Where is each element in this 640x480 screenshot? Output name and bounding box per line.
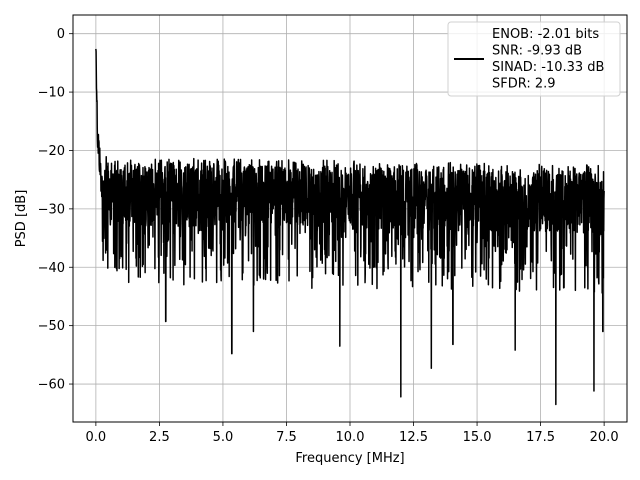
y-tick-label: −30 [38,202,65,217]
y-tick-label: −20 [38,144,65,159]
x-tick-label: 2.5 [149,430,170,445]
x-tick-label: 17.5 [526,430,555,445]
legend-line-text: SNR: -9.93 dB [492,44,582,59]
x-tick-label: 5.0 [213,430,234,445]
x-axis-ticks: 0.0 2.5 5.0 7.5 10.0 12.5 15.0 17.5 20.0 [86,422,619,445]
y-tick-label: 0 [57,27,65,42]
legend-line-text: ENOB: -2.01 bits [492,27,599,42]
x-tick-label: 0.0 [86,430,107,445]
legend-line-text: SINAD: -10.33 dB [492,60,604,75]
legend-line-text: SFDR: 2.9 [492,77,556,92]
legend: ENOB: -2.01 bits SNR: -9.93 dB SINAD: -10.… [447,21,621,97]
plot-area [95,48,605,406]
x-tick-label: 12.5 [399,430,428,445]
x-axis-label: Frequency [MHz] [295,451,404,466]
x-tick-label: 7.5 [276,430,297,445]
psd-series-line [95,48,605,406]
y-tick-label: −10 [38,86,65,101]
y-axis-ticks: 0 −10 −20 −30 −40 −50 −60 [38,27,73,393]
x-tick-label: 20.0 [590,430,619,445]
y-tick-label: −50 [38,319,65,334]
y-tick-label: −60 [38,378,65,393]
y-tick-label: −40 [38,261,65,276]
x-tick-label: 10.0 [336,430,365,445]
y-axis-label: PSD [dB] [14,190,29,248]
x-tick-label: 15.0 [463,430,492,445]
legend-entry-text: ENOB: -2.01 bits SNR: -9.93 dB SINAD: -10.… [492,27,604,92]
legend-box [447,21,621,97]
